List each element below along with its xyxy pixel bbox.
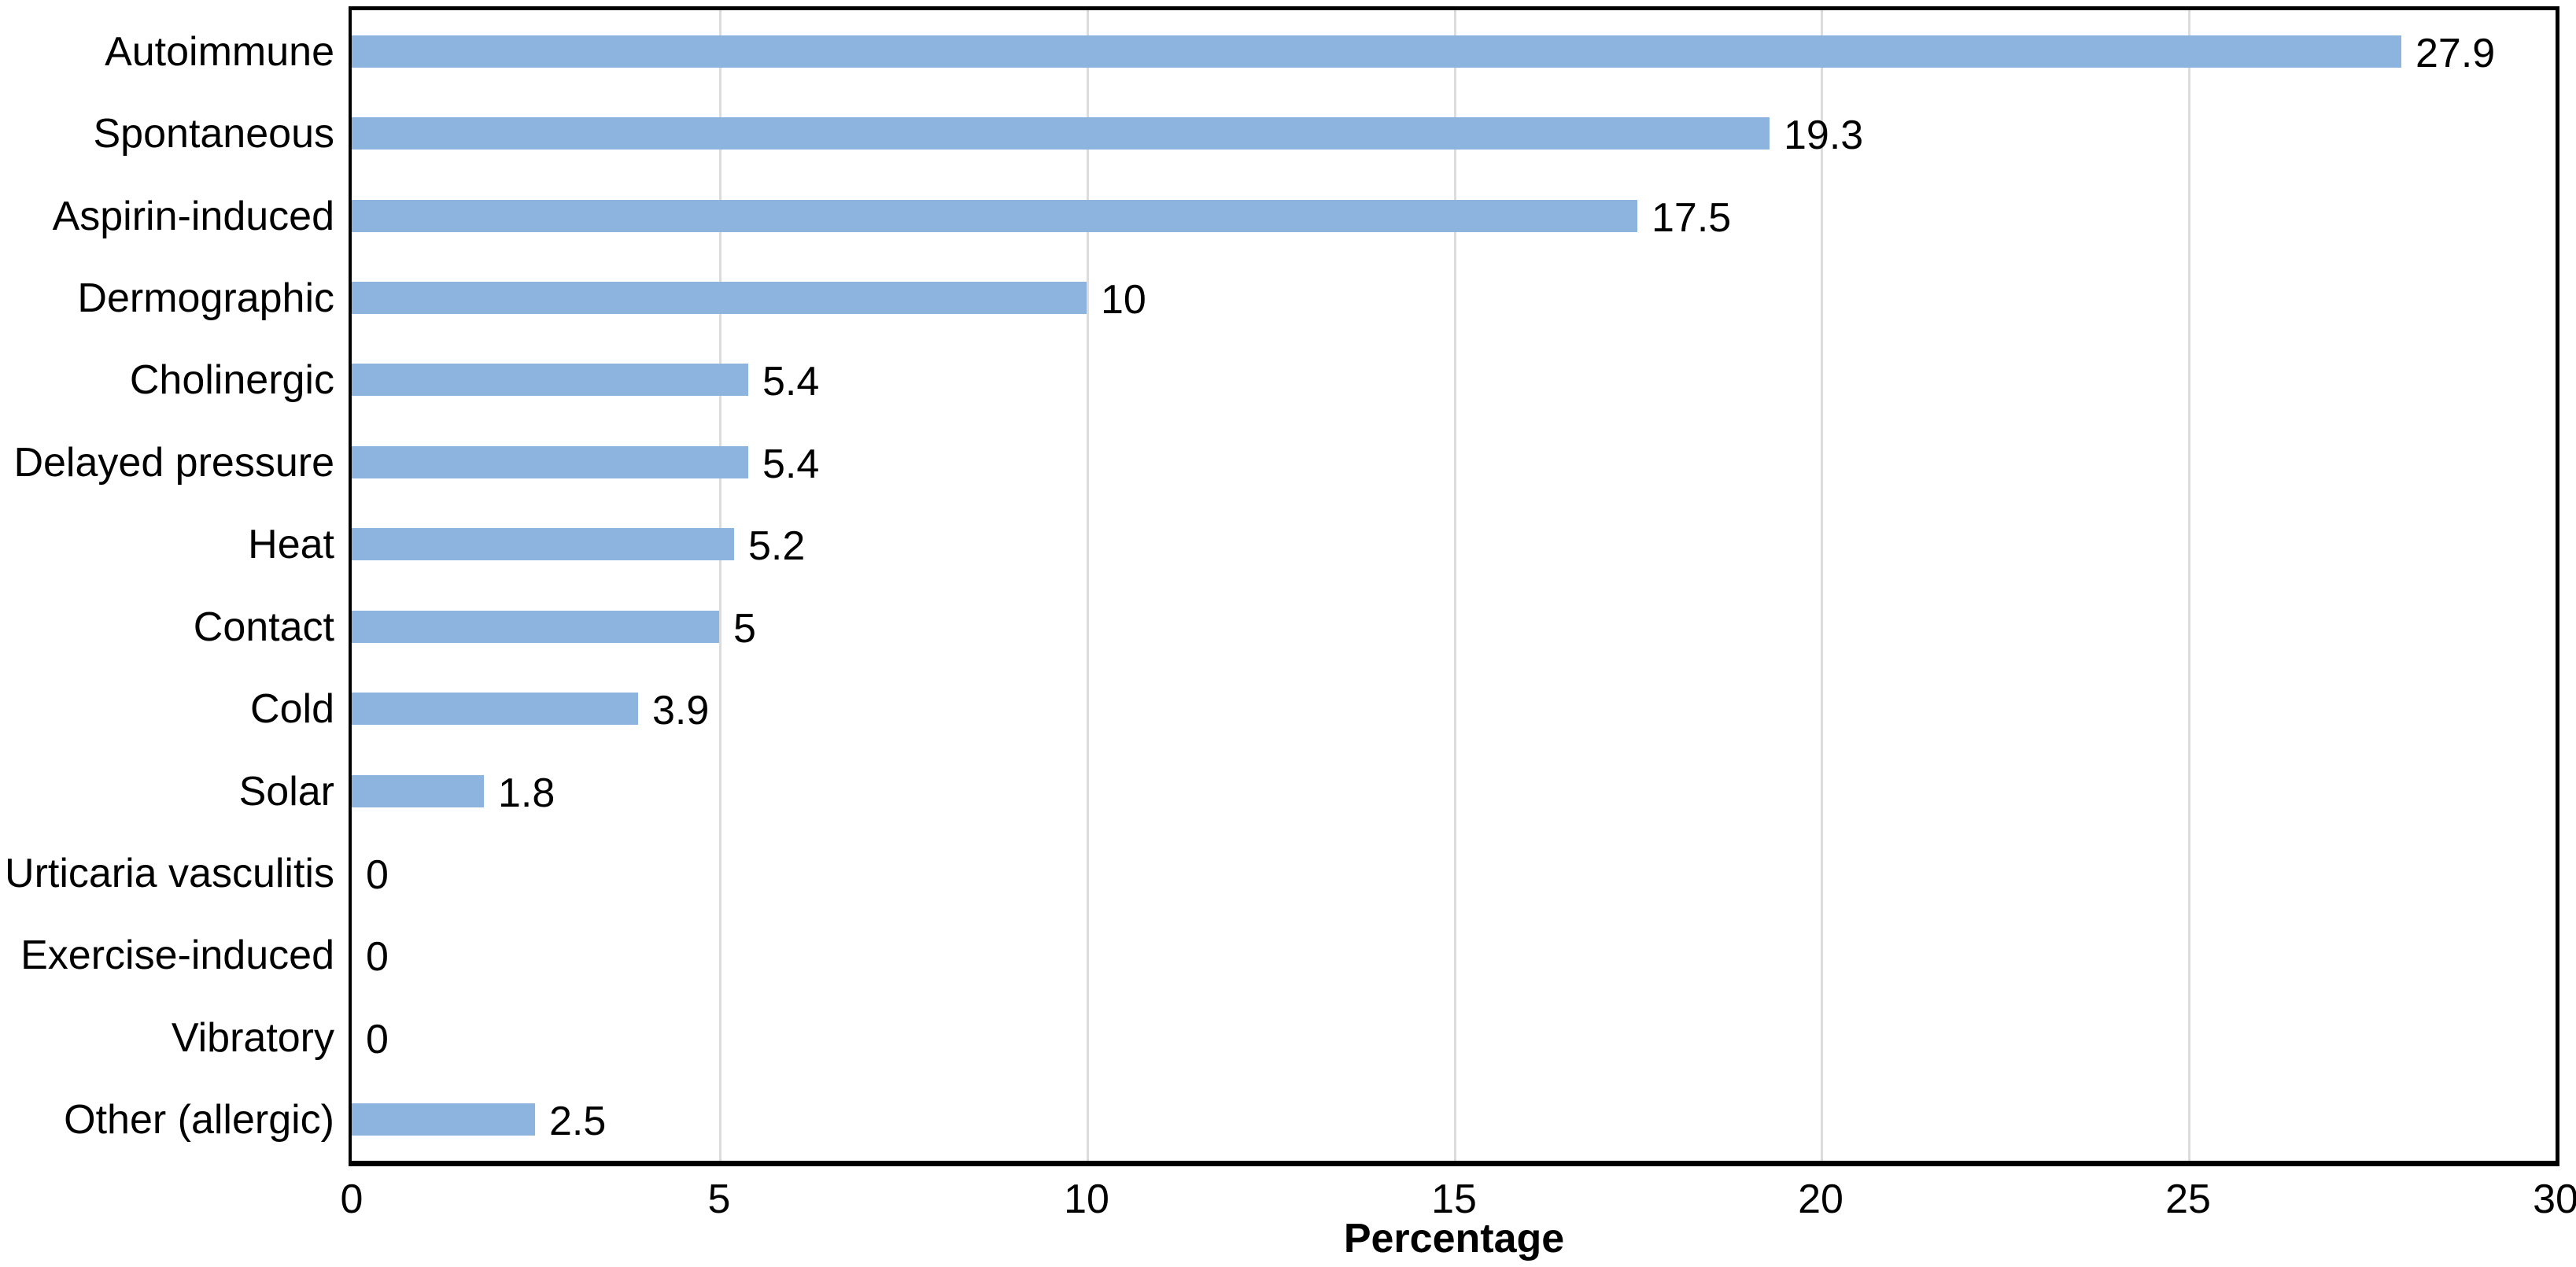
value-label: 5.4: [762, 441, 820, 487]
value-label: 5: [733, 605, 756, 652]
bar: [352, 693, 638, 725]
bar: [352, 364, 748, 396]
value-label: 3.9: [652, 687, 710, 733]
category-label: Dermographic: [77, 275, 334, 321]
value-label: 2.5: [549, 1098, 607, 1144]
bar: [352, 35, 2401, 68]
x-tick-label: 5: [707, 1176, 731, 1222]
bar: [352, 282, 1087, 314]
gridline: [1821, 10, 1823, 1161]
category-label: Other (allergic): [64, 1096, 334, 1143]
bar: [352, 446, 748, 478]
value-label: 5.4: [762, 358, 820, 404]
category-label: Urticaria vasculitis: [5, 850, 334, 896]
bar: [352, 775, 484, 807]
category-label: Vibratory: [171, 1014, 334, 1061]
value-label: 27.9: [2415, 30, 2496, 76]
gridline: [719, 10, 722, 1161]
category-label: Contact: [193, 604, 334, 650]
plot-area: 27.9 19.3 17.5 10 5.4 5.4 5.2 5 3.9 1.8 0 0 0 2.5: [349, 6, 2559, 1166]
category-label: Autoimmune: [105, 28, 334, 75]
category-label: Solar: [238, 768, 334, 814]
value-label: 0: [366, 933, 389, 980]
category-label: Cholinergic: [129, 356, 334, 403]
gridline: [2188, 10, 2190, 1161]
value-label: 0: [366, 851, 389, 898]
category-label: Aspirin-induced: [52, 193, 334, 239]
bar: [352, 200, 1637, 232]
category-label: Spontaneous: [93, 110, 335, 157]
x-tick-label: 20: [1798, 1176, 1843, 1222]
x-tick-label: 10: [1064, 1176, 1109, 1222]
gridline: [1087, 10, 1089, 1161]
bar: [352, 117, 1770, 150]
x-tick-label: 30: [2533, 1176, 2576, 1222]
category-label: Heat: [248, 521, 334, 567]
value-label: 1.8: [498, 770, 555, 816]
bar: [352, 611, 719, 643]
value-label: 17.5: [1652, 194, 1732, 241]
gridline: [1454, 10, 1456, 1161]
bar: [352, 1103, 535, 1136]
x-axis-title: Percentage: [1343, 1216, 1565, 1261]
value-label: 10: [1101, 276, 1146, 323]
value-label: 19.3: [1784, 112, 1864, 158]
category-label: Delayed pressure: [13, 439, 334, 486]
category-label: Cold: [250, 685, 334, 732]
value-label: 5.2: [748, 523, 806, 569]
x-tick-label: 0: [340, 1176, 364, 1222]
value-label: 0: [366, 1016, 389, 1062]
x-tick-label: 15: [1431, 1176, 1477, 1222]
x-tick-label: 25: [2165, 1176, 2211, 1222]
category-label: Exercise-induced: [20, 932, 334, 978]
bar: [352, 528, 734, 560]
